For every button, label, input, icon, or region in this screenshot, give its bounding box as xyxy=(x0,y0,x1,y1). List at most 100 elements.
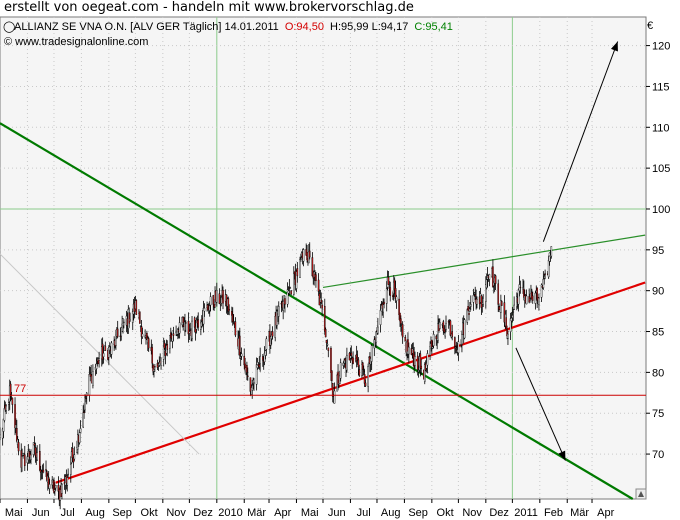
candle xyxy=(151,343,154,369)
x-tick-label: Apr xyxy=(597,507,614,519)
candle xyxy=(544,269,546,280)
candle xyxy=(220,295,223,307)
candle xyxy=(308,242,311,260)
candle xyxy=(48,478,51,494)
y-tick-label: 85 xyxy=(652,327,664,339)
candle xyxy=(394,280,397,303)
candle xyxy=(73,446,76,462)
candle xyxy=(115,329,117,350)
x-tick-label: Jun xyxy=(328,507,346,519)
candle xyxy=(296,262,299,283)
candle xyxy=(379,303,382,333)
x-tick-label: Mär xyxy=(570,507,589,519)
candle xyxy=(123,319,125,329)
candle xyxy=(315,271,317,288)
candle xyxy=(444,324,446,339)
candle xyxy=(162,337,165,367)
x-axis: Mai Jun Jul Aug Sep Okt Nov Dez 2010 Mär Apr Mai Jun… xyxy=(0,499,615,519)
candle xyxy=(451,324,454,341)
candle xyxy=(290,290,292,296)
candle xyxy=(191,315,193,342)
candle xyxy=(240,347,243,360)
candle xyxy=(284,295,286,313)
candle xyxy=(11,397,14,414)
watermark-text: © www.tradesignalonline.com xyxy=(4,36,148,48)
candle xyxy=(166,340,169,357)
candle xyxy=(110,340,113,359)
candle xyxy=(331,370,333,388)
candle xyxy=(512,308,515,321)
header-high: H:95,99 xyxy=(330,21,369,33)
chart-header-text: ALLIANZ SE VNA O.N. [ALV GER Täglich] 14… xyxy=(14,21,453,33)
triangle-up-icon xyxy=(638,491,644,497)
candle xyxy=(469,295,472,311)
x-tick-label: Dez xyxy=(193,507,213,519)
candle xyxy=(253,377,255,391)
candle xyxy=(432,330,435,349)
candle xyxy=(426,350,429,374)
candle xyxy=(69,456,72,483)
candle xyxy=(61,483,63,500)
candle xyxy=(550,246,553,259)
candle xyxy=(92,364,94,389)
candle xyxy=(423,362,426,385)
candle xyxy=(420,358,423,376)
candle xyxy=(400,315,402,332)
x-tick-label: 2010 xyxy=(218,507,242,519)
candle xyxy=(358,364,361,377)
level-label: 77 xyxy=(14,383,26,395)
scroll-corner-button[interactable] xyxy=(635,488,647,500)
candle xyxy=(538,293,540,311)
candle xyxy=(375,330,377,349)
candle xyxy=(370,343,373,370)
arrowhead-icon xyxy=(610,41,618,52)
green-downtrend-line xyxy=(0,122,634,500)
candle xyxy=(36,445,38,461)
candle xyxy=(367,363,369,393)
x-tick-label: Mai xyxy=(301,507,319,519)
y-tick-label: 80 xyxy=(652,367,664,379)
x-tick-label: Apr xyxy=(274,507,291,519)
currency-label: € xyxy=(647,20,653,32)
banner-text: erstellt von oegeat.com - handeln mit ww… xyxy=(4,0,414,15)
candle xyxy=(461,330,463,353)
candle xyxy=(445,315,447,333)
candle xyxy=(363,368,366,388)
y-tick-label: 105 xyxy=(652,163,670,175)
candle xyxy=(139,311,141,324)
x-tick-label: Jul xyxy=(357,507,371,519)
y-tick-label: 95 xyxy=(652,245,664,257)
candle xyxy=(209,292,212,312)
header-open: O:94,50 xyxy=(285,21,324,33)
candle xyxy=(377,318,379,335)
candle xyxy=(346,347,348,373)
arrows xyxy=(515,41,619,461)
candle xyxy=(547,255,550,279)
candle xyxy=(16,419,18,443)
candle xyxy=(239,327,241,360)
candle xyxy=(9,381,12,402)
candle xyxy=(292,266,295,296)
candle xyxy=(333,382,336,404)
candle xyxy=(327,347,330,358)
y-tick-label: 115 xyxy=(652,81,670,93)
candle xyxy=(416,351,419,376)
candle xyxy=(395,294,398,309)
x-tick-label: Jul xyxy=(61,507,75,519)
candle xyxy=(289,286,292,289)
candle xyxy=(476,296,478,309)
green-resistance-line xyxy=(322,234,646,289)
x-tick-label: Mär xyxy=(247,507,266,519)
x-tick-label: Okt xyxy=(141,507,158,519)
chart-header-icon: ◯ xyxy=(3,21,15,33)
candle xyxy=(271,326,274,340)
candle xyxy=(104,341,107,351)
candle xyxy=(32,442,35,458)
candle xyxy=(66,474,69,492)
candle xyxy=(21,448,23,472)
candle xyxy=(30,449,32,465)
candle xyxy=(525,289,528,305)
chart-header: ◯ ALLIANZ SE VNA O.N. [ALV GER Täglich] … xyxy=(3,21,453,48)
candle xyxy=(255,357,258,391)
